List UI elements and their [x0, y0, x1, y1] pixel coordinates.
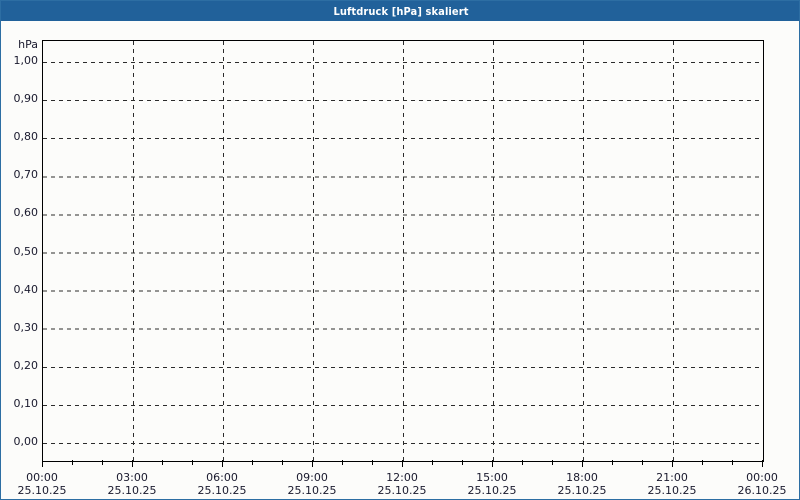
x-tick-time: 06:00: [206, 471, 238, 484]
y-tick-label: 0,40: [13, 282, 39, 296]
window-title-bar: Luftdruck [hPa] skaliert: [1, 1, 799, 21]
x-tick-date: 25.10.25: [557, 484, 607, 497]
y-tick-label: 0,80: [13, 130, 39, 144]
x-tick-time: 12:00: [386, 471, 418, 484]
x-tick-time: 21:00: [656, 471, 688, 484]
y-axis-unit-label: hPa: [18, 38, 38, 51]
x-tick-time: 18:00: [566, 471, 598, 484]
x-tick-date: 25.10.25: [197, 484, 247, 497]
y-tick-label: 1,00: [13, 54, 39, 67]
y-tick-label: 0,20: [13, 358, 39, 372]
axis-tick-marks: [42, 460, 763, 467]
x-tick-date: 25.10.25: [107, 484, 157, 497]
page-title: Luftdruck [hPa] skaliert: [333, 4, 469, 18]
x-tick-label: 15:00 25.10.25: [452, 471, 532, 497]
x-tick-time: 15:00: [476, 471, 508, 484]
x-tick-time: 03:00: [116, 471, 148, 484]
y-tick-label: 0,70: [13, 168, 39, 182]
x-tick-label: 18:00 25.10.25: [542, 471, 622, 497]
x-tick-date: 25.10.25: [647, 484, 697, 497]
x-tick-date: 25.10.25: [377, 484, 427, 497]
x-tick-time: 09:00: [296, 471, 328, 484]
y-tick-label: 0,50: [13, 244, 39, 258]
x-tick-label: 09:00 25.10.25: [272, 471, 352, 497]
x-tick-label: 00:00 26.10.25: [722, 471, 799, 497]
x-tick-date: 25.10.25: [17, 484, 67, 497]
x-tick-date: 26.10.25: [737, 484, 787, 497]
grid-lines: [43, 41, 763, 461]
x-tick-label: 00:00 25.10.25: [2, 471, 82, 497]
plot-area: [42, 40, 764, 462]
x-tick-label: 03:00 25.10.25: [92, 471, 172, 497]
y-tick-label: 0,00: [13, 435, 39, 448]
x-tick-time: 00:00: [26, 471, 58, 484]
x-tick-label: 12:00 25.10.25: [362, 471, 442, 497]
x-tick-date: 25.10.25: [287, 484, 337, 497]
y-axis-unit: hPa: [1, 38, 38, 52]
y-tick-label: 0,60: [13, 206, 39, 220]
y-tick-label: 0,30: [13, 320, 39, 334]
y-tick-label: 0,90: [13, 92, 39, 106]
x-tick-label: 21:00 25.10.25: [632, 471, 712, 497]
x-tick-label: 06:00 25.10.25: [182, 471, 262, 497]
y-tick-label: 0,10: [13, 396, 39, 410]
x-tick-time: 00:00: [746, 471, 778, 484]
chart-canvas: hPa 0,00 0,10 0,20 0,30 0,40 0,50 0,60 0,70 0,80…: [1, 21, 799, 499]
x-tick-date: 25.10.25: [467, 484, 517, 497]
